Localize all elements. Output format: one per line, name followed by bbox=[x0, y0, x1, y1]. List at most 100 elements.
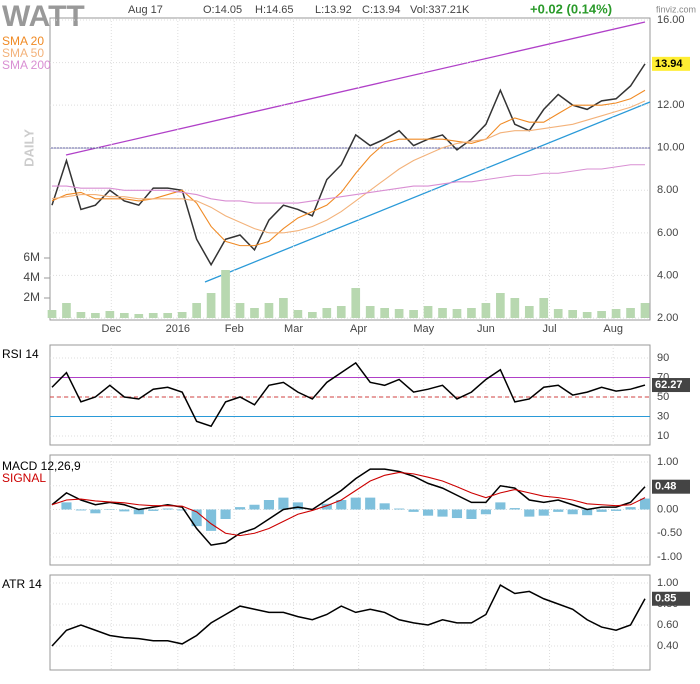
macd-histogram-bar bbox=[351, 498, 361, 510]
x-tick-label: 2016 bbox=[166, 323, 190, 335]
volume-bar bbox=[641, 303, 650, 318]
x-tick-label: Apr bbox=[350, 323, 367, 335]
series-line bbox=[52, 64, 645, 265]
macd-histogram-bar bbox=[597, 510, 607, 512]
macd-histogram-bar bbox=[495, 502, 505, 509]
x-tick-label: Dec bbox=[102, 323, 122, 335]
volume-tick-label: 2M bbox=[23, 290, 40, 304]
volume-bar bbox=[597, 311, 606, 318]
volume-bar bbox=[351, 288, 360, 318]
macd-histogram-bar bbox=[640, 499, 650, 510]
volume-bar bbox=[294, 310, 303, 318]
change: +0.02 (0.14%) bbox=[530, 1, 612, 16]
y-tick-label: 10 bbox=[657, 430, 669, 442]
volume-bar bbox=[467, 308, 476, 318]
high: H:14.65 bbox=[255, 4, 294, 16]
volume-bar bbox=[496, 293, 505, 318]
volume-bar bbox=[583, 312, 592, 318]
volume-tick-label: 4M bbox=[23, 270, 40, 284]
macd-histogram-bar bbox=[76, 510, 86, 511]
macd-histogram-bar bbox=[119, 510, 129, 512]
y-tick-label: 90 bbox=[657, 352, 669, 364]
series-line bbox=[52, 90, 645, 245]
last-value-label: 0.48 bbox=[655, 481, 676, 493]
legend-entry: SIGNAL bbox=[2, 471, 46, 485]
volume-bar bbox=[366, 306, 375, 318]
y-tick-label: 4.00 bbox=[657, 269, 678, 281]
volume-bar bbox=[163, 313, 172, 318]
macd-histogram-bar bbox=[510, 508, 520, 509]
volume-bar bbox=[409, 310, 418, 318]
series-line bbox=[52, 472, 645, 535]
y-tick-label: 0.60 bbox=[657, 619, 678, 631]
volume-bar bbox=[482, 303, 491, 318]
volume-bar bbox=[337, 306, 346, 318]
last-value-label: 62.27 bbox=[655, 379, 683, 391]
series-line bbox=[52, 165, 645, 203]
volume-bar bbox=[178, 312, 187, 318]
lower-trendline bbox=[205, 102, 650, 282]
x-tick-label: Aug bbox=[603, 323, 623, 335]
macd-histogram-bar bbox=[409, 510, 419, 512]
symbol: WATT bbox=[2, 0, 85, 33]
macd-histogram-bar bbox=[61, 502, 71, 509]
volume: Vol:337.21K bbox=[410, 4, 470, 16]
volume-bar bbox=[322, 308, 331, 318]
x-tick-label: Feb bbox=[225, 323, 244, 335]
last-value-label: 0.85 bbox=[655, 593, 676, 605]
volume-bar bbox=[77, 312, 86, 318]
macd-histogram-bar bbox=[539, 510, 549, 516]
volume-bar bbox=[395, 309, 404, 318]
date: Aug 17 bbox=[128, 4, 163, 16]
macd-histogram-bar bbox=[249, 505, 259, 510]
y-tick-label: 30 bbox=[657, 410, 669, 422]
volume-bar bbox=[207, 293, 216, 318]
y-tick-label: -0.50 bbox=[657, 527, 682, 539]
volume-bar bbox=[62, 303, 71, 318]
y-tick-label: 0.00 bbox=[657, 503, 678, 515]
low: L:13.92 bbox=[315, 4, 352, 16]
volume-bar bbox=[453, 309, 462, 318]
y-tick-label: 0.40 bbox=[657, 640, 678, 652]
legend-entry: SMA 200 bbox=[2, 58, 51, 72]
volume-bar bbox=[120, 313, 129, 318]
volume-bar bbox=[424, 306, 433, 318]
macd-histogram-bar bbox=[466, 510, 476, 520]
open: O:14.05 bbox=[203, 4, 242, 16]
x-tick-label: May bbox=[413, 323, 434, 335]
x-tick-label: Jun bbox=[477, 323, 495, 335]
volume-bar bbox=[612, 309, 621, 318]
macd-histogram-bar bbox=[452, 510, 462, 519]
macd-histogram-bar bbox=[524, 510, 534, 517]
volume-bar bbox=[48, 310, 57, 318]
y-tick-label: -1.00 bbox=[657, 551, 682, 563]
volume-bar bbox=[554, 309, 563, 318]
volume-bar bbox=[149, 313, 158, 318]
macd-histogram-bar bbox=[394, 509, 404, 510]
macd-histogram-bar bbox=[220, 510, 230, 520]
y-tick-label: 8.00 bbox=[657, 184, 678, 196]
volume-bar bbox=[236, 303, 245, 318]
macd-histogram-bar bbox=[235, 507, 245, 509]
last-value-label: 13.94 bbox=[655, 58, 683, 70]
macd-histogram-bar bbox=[148, 510, 158, 511]
volume-bar bbox=[134, 314, 143, 318]
close: C:13.94 bbox=[362, 4, 401, 16]
macd-histogram-bar bbox=[423, 510, 433, 516]
x-tick-label: Mar bbox=[284, 323, 303, 335]
y-tick-label: 10.00 bbox=[657, 142, 685, 154]
macd-histogram-bar bbox=[264, 500, 274, 510]
panel-title: RSI 14 bbox=[2, 347, 39, 361]
macd-histogram-bar bbox=[365, 498, 375, 510]
volume-bar bbox=[525, 306, 534, 318]
volume-bar bbox=[510, 298, 519, 318]
volume-bar bbox=[539, 298, 548, 318]
macd-histogram-bar bbox=[278, 498, 288, 510]
volume-bar bbox=[380, 308, 389, 318]
macd-histogram-bar bbox=[553, 510, 563, 512]
macd-histogram-bar bbox=[611, 510, 621, 511]
volume-bar bbox=[106, 311, 115, 318]
macd-histogram-bar bbox=[163, 509, 173, 510]
price-frame bbox=[50, 18, 650, 320]
